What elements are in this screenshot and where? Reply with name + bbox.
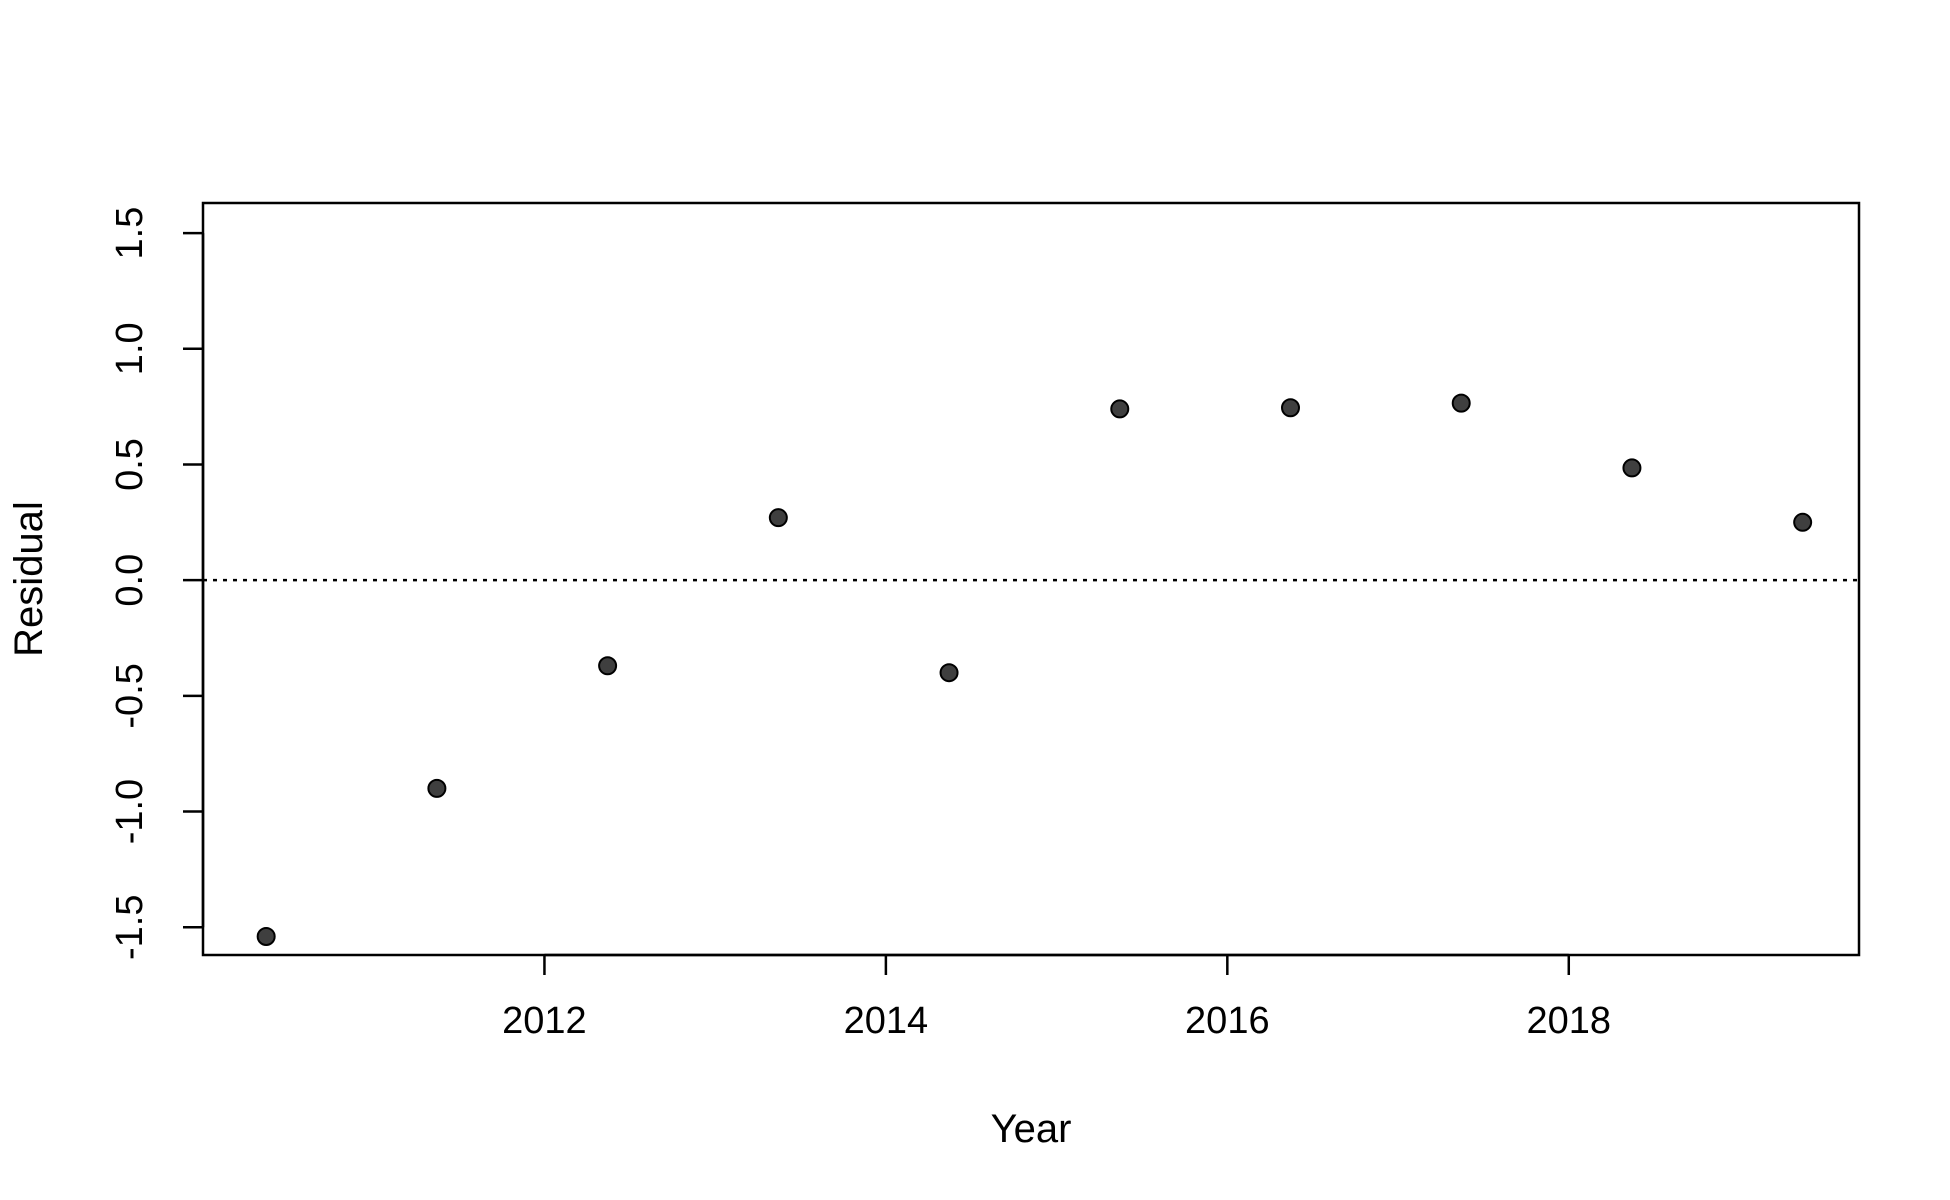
data-point xyxy=(1451,393,1471,413)
y-tick-label: -0.5 xyxy=(109,663,151,728)
data-point xyxy=(1793,512,1813,532)
data-point xyxy=(427,778,447,798)
y-tick-label: 0.5 xyxy=(109,438,151,491)
x-tick-label: 2014 xyxy=(844,1000,929,1042)
data-point xyxy=(256,926,276,946)
y-axis-label: Residual xyxy=(7,501,51,657)
data-point xyxy=(939,663,959,683)
data-point xyxy=(598,656,618,676)
x-tick-label: 2012 xyxy=(502,1000,587,1042)
y-tick-label: -1.0 xyxy=(109,779,151,844)
y-tick-label: 1.5 xyxy=(109,207,151,260)
data-point xyxy=(1622,458,1642,478)
y-tick-label: -1.5 xyxy=(109,894,151,959)
y-tick-label: 1.0 xyxy=(109,322,151,375)
data-point xyxy=(1110,399,1130,419)
x-axis: 2012 2014 2016 2018 xyxy=(502,953,1611,1042)
x-axis-label: Year xyxy=(991,1107,1072,1151)
x-tick-label: 2016 xyxy=(1185,1000,1270,1042)
x-tick-label: 2018 xyxy=(1526,1000,1611,1042)
data-points xyxy=(256,393,1813,946)
data-point xyxy=(768,508,788,528)
data-point xyxy=(1280,398,1300,418)
y-axis: -1.5 -1.0 -0.5 0.0 0.5 1.0 1.5 xyxy=(109,207,205,960)
y-tick-label: 0.0 xyxy=(109,554,151,607)
